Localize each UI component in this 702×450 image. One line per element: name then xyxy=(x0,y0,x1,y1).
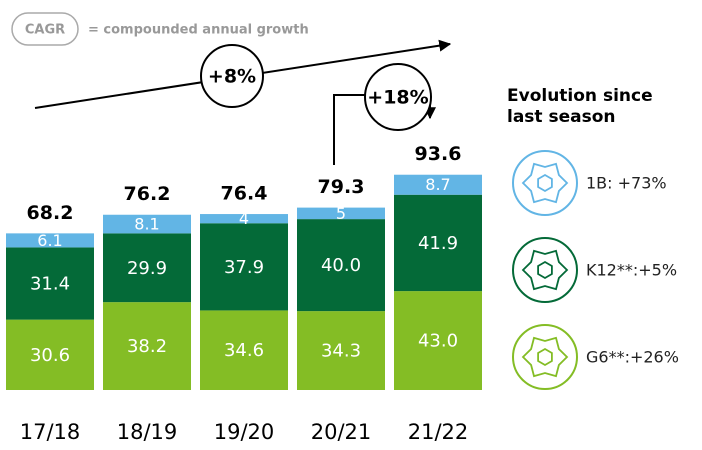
value-label: 5 xyxy=(336,204,346,223)
bar-segment xyxy=(6,233,94,248)
total-label: 76.2 xyxy=(124,183,171,205)
total-label: 93.6 xyxy=(415,143,462,165)
value-label: 38.2 xyxy=(127,336,167,357)
value-label: 34.6 xyxy=(224,340,264,361)
legend-title-text: Evolution since xyxy=(507,86,653,106)
bar-segment xyxy=(394,194,482,292)
legend-icon xyxy=(521,162,569,204)
x-tick-label: 20/21 xyxy=(311,420,372,444)
bar-segment xyxy=(394,174,482,195)
bar-segment xyxy=(200,214,288,224)
legend-title-text: last season xyxy=(507,107,615,127)
legend-icon xyxy=(537,260,553,280)
bar-segment xyxy=(6,319,94,390)
legend-icon xyxy=(537,173,553,193)
note-key: CAGR xyxy=(25,23,65,38)
value-label: 4 xyxy=(239,209,249,228)
x-tick-label: 18/19 xyxy=(117,420,178,444)
value-label: 34.3 xyxy=(321,341,361,362)
legend-icon xyxy=(512,237,578,303)
legend-label: G6**:+26% xyxy=(586,348,679,367)
value-label: 37.9 xyxy=(224,257,264,278)
value-label: 40.0 xyxy=(321,255,361,276)
x-tick-label: 17/18 xyxy=(20,420,81,444)
bar-segment xyxy=(200,223,288,311)
note-pill xyxy=(11,12,79,46)
total-label: 79.3 xyxy=(318,176,365,198)
legend-icon xyxy=(537,347,553,367)
bar-segment xyxy=(200,310,288,390)
value-label: 8.7 xyxy=(425,175,450,194)
bar-segment xyxy=(394,291,482,390)
annotation-circle xyxy=(364,63,432,131)
value-label: 43.0 xyxy=(418,331,458,352)
note-text: = compounded annual growth xyxy=(88,23,309,38)
legend-label: 1B: +73% xyxy=(586,174,667,193)
value-label: 29.9 xyxy=(127,258,167,279)
legend-icon xyxy=(521,249,569,291)
value-label: 41.9 xyxy=(418,233,458,254)
total-label: 68.2 xyxy=(27,202,74,224)
value-label: 6.1 xyxy=(37,231,62,250)
value-label: 30.6 xyxy=(30,345,70,366)
bar-segment xyxy=(297,311,385,390)
legend-icon xyxy=(512,324,578,390)
annotation: +18% xyxy=(367,87,428,109)
bar-segment xyxy=(103,302,191,390)
bar-segment xyxy=(103,214,191,234)
value-label: 31.4 xyxy=(30,274,70,295)
bar-segment xyxy=(297,219,385,312)
bar-segment xyxy=(6,247,94,320)
annotation-circle xyxy=(200,44,264,108)
bar-segment xyxy=(297,207,385,220)
value-label: 8.1 xyxy=(134,215,159,234)
bar-segment xyxy=(103,233,191,303)
annotation: +8% xyxy=(208,66,256,88)
legend-icon xyxy=(521,336,569,378)
x-tick-label: 21/22 xyxy=(408,420,469,444)
total-label: 76.4 xyxy=(221,183,268,205)
legend-label: K12**:+5% xyxy=(586,261,677,280)
x-tick-label: 19/20 xyxy=(214,420,275,444)
legend-icon xyxy=(512,150,578,216)
legend-title: Evolution since last season xyxy=(507,86,653,127)
